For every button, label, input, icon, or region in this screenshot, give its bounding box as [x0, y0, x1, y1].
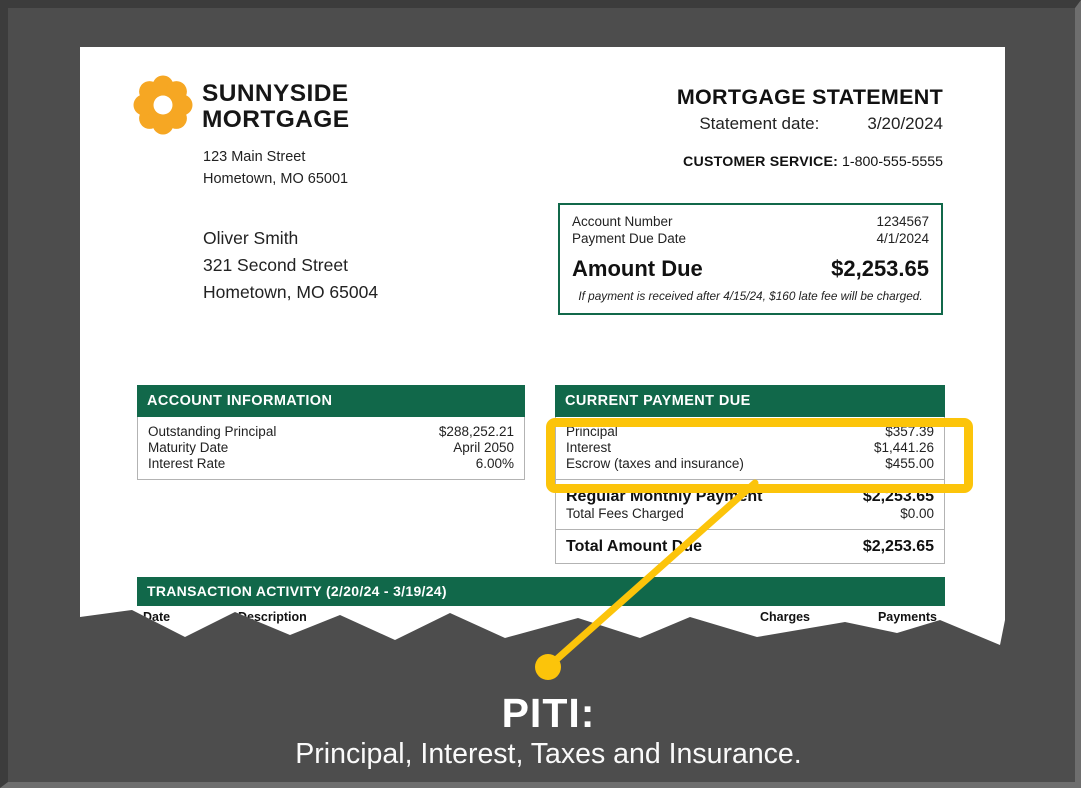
customer-service-label: CUSTOMER SERVICE: — [683, 154, 839, 170]
lender-address: 123 Main Street Hometown, MO 65001 — [203, 147, 348, 191]
piti-term: PITI: — [501, 690, 596, 736]
table-row: Principal $357.39 — [566, 424, 934, 440]
amount-due-box: Account Number 1234567 Payment Due Date … — [558, 203, 943, 315]
customer-service-phone: 1-800-555-5555 — [842, 154, 943, 170]
transaction-column-headers: Date Description Charges Payments — [80, 610, 1005, 630]
account-information-section: ACCOUNT INFORMATION Outstanding Principa… — [137, 385, 525, 480]
piti-rows-group: Principal $357.39 Interest $1,441.26 Esc… — [556, 417, 944, 479]
row-value: 6.00% — [475, 456, 514, 471]
table-row: Maturity Date April 2050 — [148, 440, 514, 456]
table-row: Interest Rate 6.00% — [148, 456, 514, 472]
column-header-charges: Charges — [759, 610, 810, 624]
lender-address-line1: 123 Main Street — [203, 149, 306, 165]
table-row: Total Fees Charged $0.00 — [566, 506, 934, 522]
payment-due-date-label: Payment Due Date — [572, 230, 687, 246]
current-payment-due-body: Principal $357.39 Interest $1,441.26 Esc… — [555, 417, 945, 564]
piti-definition: Principal, Interest, Taxes and Insurance… — [295, 738, 802, 770]
payment-due-date-row: Payment Due Date 4/1/2024 — [572, 231, 929, 248]
row-value: $455.00 — [885, 456, 934, 471]
row-value: April 2050 — [453, 440, 514, 455]
table-row: Outstanding Principal $288,252.21 — [148, 424, 514, 440]
row-label: Outstanding Principal — [148, 424, 277, 439]
statement-date-label: Statement date: — [699, 114, 820, 133]
row-value: $1,441.26 — [873, 440, 934, 455]
borrower-address-line1: 321 Second Street — [203, 255, 348, 276]
mortgage-statement-document: SUNNYSIDE MORTGAGE 123 Main Street Homet… — [80, 47, 1005, 645]
row-value: $0.00 — [900, 506, 934, 521]
row-label: Total Amount Due — [566, 538, 702, 555]
row-label: Interest Rate — [148, 456, 226, 471]
account-information-header: ACCOUNT INFORMATION — [137, 385, 525, 417]
column-header-date: Date — [143, 610, 171, 624]
statement-date-value: 3/20/2024 — [867, 114, 943, 133]
row-label: Principal — [566, 424, 618, 439]
statement-header: MORTGAGE STATEMENT Statement date: 3/20/… — [523, 85, 943, 170]
transaction-activity-header: TRANSACTION ACTIVITY (2/20/24 - 3/19/24) — [137, 577, 945, 606]
borrower-address-block: Oliver Smith 321 Second Street Hometown,… — [203, 225, 378, 306]
lender-name: SUNNYSIDE MORTGAGE — [202, 81, 349, 133]
amount-due-value: $2,253.65 — [831, 255, 929, 281]
monthly-payment-group: Regular Monthly Payment $2,253.65 Total … — [556, 480, 944, 529]
lender-address-line2: Hometown, MO 65001 — [203, 170, 349, 187]
row-value: $2,253.65 — [862, 538, 934, 555]
account-number-value: 1234567 — [876, 214, 929, 229]
amount-due-label: Amount Due — [572, 255, 703, 281]
column-header-description: Description — [238, 610, 307, 624]
sunnyside-flower-logo-icon — [133, 75, 193, 135]
amount-due-row: Amount Due $2,253.65 — [572, 256, 929, 282]
table-row: Interest $1,441.26 — [566, 440, 934, 456]
lender-name-line1: SUNNYSIDE — [202, 80, 349, 107]
row-label: Interest — [566, 440, 612, 455]
total-amount-due-group: Total Amount Due $2,253.65 — [556, 530, 944, 563]
borrower-name: Oliver Smith — [203, 228, 299, 248]
current-payment-due-header: CURRENT PAYMENT DUE — [555, 385, 945, 417]
payment-due-date-value: 4/1/2024 — [876, 230, 929, 246]
row-label: Regular Monthly Payment — [566, 488, 763, 505]
account-number-row: Account Number 1234567 — [572, 214, 929, 231]
row-label: Escrow (taxes and insurance) — [566, 456, 744, 471]
current-payment-due-section: CURRENT PAYMENT DUE Principal $357.39 In… — [555, 385, 945, 564]
statement-date-row: Statement date: 3/20/2024 — [523, 114, 943, 134]
customer-service-line: CUSTOMER SERVICE: 1-800-555-5555 — [523, 154, 943, 170]
account-number-label: Account Number — [572, 214, 673, 229]
row-label: Total Fees Charged — [566, 506, 684, 521]
lender-name-line2: MORTGAGE — [202, 106, 350, 133]
column-header-payments: Payments — [877, 610, 937, 624]
row-label: Maturity Date — [148, 440, 229, 455]
statement-title: MORTGAGE STATEMENT — [676, 85, 943, 109]
row-value: $288,252.21 — [438, 424, 514, 439]
table-row: Regular Monthly Payment $2,253.65 — [566, 487, 934, 506]
borrower-address-line2: Hometown, MO 65004 — [203, 282, 379, 303]
row-value: $357.39 — [885, 424, 934, 439]
row-value: $2,253.65 — [862, 488, 934, 505]
account-information-body: Outstanding Principal $288,252.21 Maturi… — [137, 417, 525, 480]
late-fee-note: If payment is received after 4/15/24, $1… — [578, 288, 923, 303]
table-row: Escrow (taxes and insurance) $455.00 — [566, 456, 934, 472]
table-row: Total Amount Due $2,253.65 — [566, 537, 934, 556]
